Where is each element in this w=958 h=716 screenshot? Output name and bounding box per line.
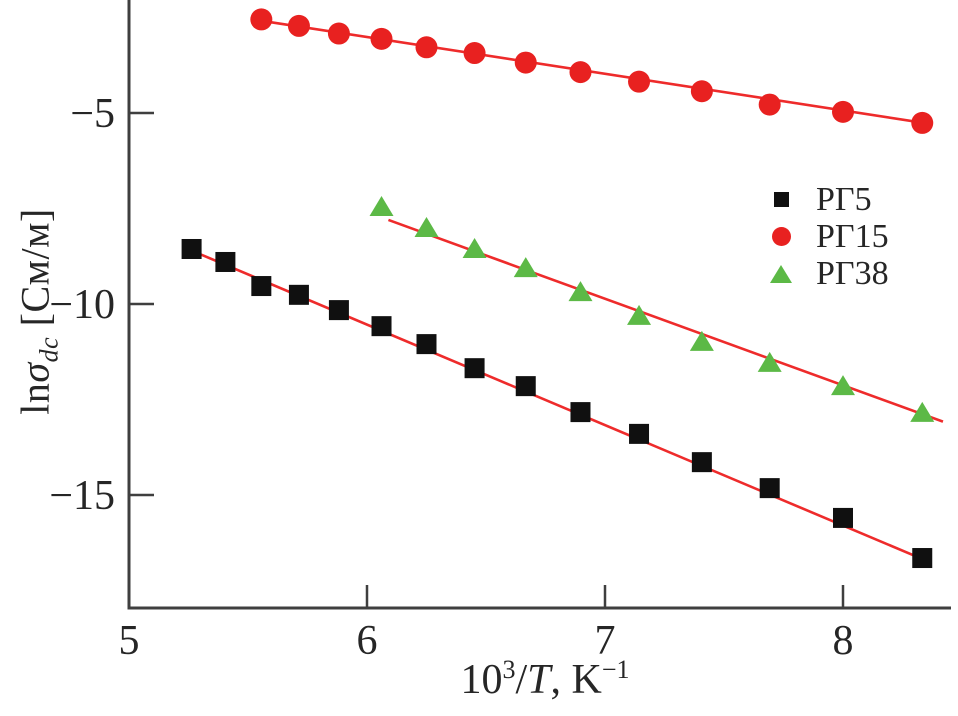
data-point-triangle	[568, 281, 593, 302]
legend-item-rg38: РГ38	[768, 255, 889, 292]
data-point-circle	[911, 111, 934, 134]
x-tick-label: 5	[119, 618, 140, 664]
data-point-square	[464, 358, 485, 379]
data-point-circle	[250, 8, 273, 31]
circle-marker-icon	[771, 227, 791, 246]
data-point-triangle	[627, 304, 652, 325]
data-point-triangle	[689, 330, 714, 351]
y-tick-label: −10	[49, 282, 115, 328]
legend-label-rg38: РГ38	[816, 255, 889, 292]
data-point-square	[759, 478, 780, 499]
legend-item-rg5: РГ5	[768, 181, 889, 218]
data-point-square	[328, 300, 349, 321]
data-point-circle	[415, 36, 438, 59]
data-point-circle	[690, 80, 713, 103]
data-point-triangle	[414, 216, 439, 237]
data-point-square	[251, 276, 272, 297]
x-tick-label: 7	[595, 618, 616, 664]
data-point-circle	[514, 51, 537, 74]
data-point-circle	[569, 61, 592, 84]
legend-label-rg15: РГ15	[816, 218, 889, 255]
data-point-circle	[463, 42, 486, 65]
data-point-circle	[832, 100, 854, 123]
legend: РГ5 РГ15 РГ38	[768, 181, 889, 292]
x-tick-label: 8	[833, 618, 854, 664]
data-point-square	[371, 316, 392, 337]
data-point-triangle	[369, 195, 394, 216]
x-tick-label: 6	[357, 618, 378, 664]
legend-marker-box	[768, 264, 794, 283]
data-point-square	[288, 284, 309, 305]
triangle-marker-icon	[770, 264, 792, 283]
legend-marker-box	[768, 227, 794, 246]
data-point-circle	[327, 22, 350, 45]
y-tick-label: −15	[49, 473, 115, 519]
data-point-triangle	[831, 375, 855, 396]
data-point-circle	[287, 14, 310, 37]
data-point-square	[570, 402, 591, 423]
data-point-circle	[628, 70, 651, 93]
square-marker-icon	[773, 192, 789, 207]
data-point-square	[833, 507, 853, 528]
data-point-square	[629, 423, 650, 444]
data-point-square	[912, 548, 933, 569]
data-point-circle	[758, 93, 781, 116]
legend-label-rg5: РГ5	[816, 181, 872, 218]
data-point-square	[181, 238, 202, 259]
data-point-square	[691, 452, 712, 473]
legend-item-rg15: РГ15	[768, 218, 889, 255]
data-point-triangle	[910, 401, 935, 422]
y-tick-label: −5	[70, 91, 115, 137]
legend-marker-box	[768, 192, 794, 207]
data-point-triangle	[462, 237, 487, 258]
data-point-triangle	[757, 351, 782, 372]
data-point-circle	[370, 27, 393, 50]
data-point-square	[416, 334, 437, 355]
data-point-square	[215, 251, 236, 272]
fit-line-РГ5	[192, 250, 927, 562]
data-point-square	[515, 376, 536, 397]
data-point-triangle	[513, 257, 538, 278]
